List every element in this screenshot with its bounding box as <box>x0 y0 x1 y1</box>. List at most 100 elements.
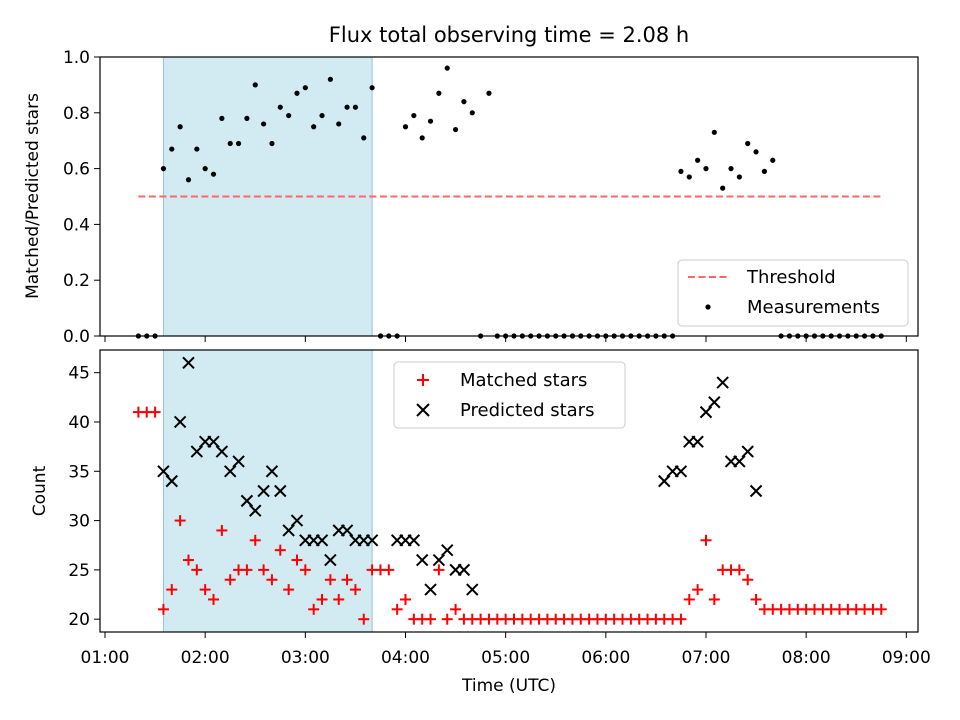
top-legend-box <box>677 259 909 327</box>
measurement-point <box>235 140 242 147</box>
measurement-point <box>486 90 492 96</box>
matched-star-point <box>399 593 411 605</box>
matched-star-point <box>425 613 437 625</box>
matched-star-point <box>433 564 445 576</box>
measurement-point <box>352 104 359 110</box>
matched-star-point <box>149 406 161 418</box>
predicted-star-point <box>240 494 254 508</box>
matched-star-point <box>157 603 169 615</box>
predicted-star-point <box>157 465 170 478</box>
predicted-star-point <box>749 484 763 498</box>
measurements-legend-label: Measurements <box>747 297 880 318</box>
matched-star-point <box>316 593 328 605</box>
matched-star-point <box>675 613 687 625</box>
measurement-point <box>294 90 300 96</box>
threshold-legend-label: Threshold <box>746 267 836 288</box>
predicted-star-point <box>182 356 195 370</box>
measurement-point <box>736 174 742 180</box>
predicted-star-point <box>365 534 379 547</box>
measurement-point <box>311 124 317 130</box>
matched-star-point <box>208 593 220 605</box>
predicted-star-point <box>716 376 729 389</box>
bottom-y-tick-label: 45 <box>68 364 90 384</box>
matched-star-point <box>750 593 762 605</box>
predicted-star-point <box>249 504 262 517</box>
top-y-tick-label: 0.2 <box>63 271 90 291</box>
matched-star-point <box>324 574 336 586</box>
matched-star-point <box>191 564 203 576</box>
matched-star-point <box>199 584 211 596</box>
measurement-point <box>678 168 684 174</box>
x-tick-label: 01:00 <box>81 648 130 668</box>
measurement-point <box>452 126 459 133</box>
measurement-point <box>419 135 425 141</box>
measurement-point <box>219 115 225 121</box>
matched-star-point <box>308 603 320 615</box>
x-tick-label: 02:00 <box>181 648 230 668</box>
predicted-star-point <box>190 445 204 458</box>
predicted-star-point <box>741 445 754 458</box>
matched-star-point <box>291 554 303 566</box>
matched-star-point <box>733 564 745 576</box>
matched-star-point <box>683 593 695 605</box>
measurement-point <box>427 118 434 124</box>
predicted-star-point <box>424 583 437 596</box>
measurement-point <box>244 115 250 121</box>
predicted-star-point <box>658 474 671 488</box>
matched-star-point <box>708 593 720 605</box>
measurement-point <box>402 124 409 130</box>
x-tick-label: 08:00 <box>782 648 831 668</box>
measurement-point <box>728 166 734 172</box>
predicted-star-point <box>457 563 471 577</box>
measurement-point <box>444 65 450 71</box>
bottom-y-tick-label: 40 <box>68 413 90 433</box>
bottom-legend-box <box>393 361 626 429</box>
predicted-star-point <box>265 465 279 478</box>
measurement-point <box>753 149 759 155</box>
measurement-point <box>695 157 701 163</box>
measurement-point <box>711 129 717 135</box>
x-tick-label: 03:00 <box>281 648 330 668</box>
measurements-legend-marker <box>705 304 711 310</box>
matched-star-point <box>283 584 295 596</box>
x-axis-label: Time (UTC) <box>461 676 556 696</box>
top-y-tick-label: 0.0 <box>63 327 90 347</box>
predicted-star-point <box>224 465 237 478</box>
measurement-point <box>277 104 283 110</box>
top-panel: 0.0 0.2 0.4 0.6 0.8 1.0 Matched/Predicted sta… <box>23 48 919 347</box>
bottom-y-tick-label: 35 <box>68 462 90 482</box>
matched-star-point <box>266 574 278 586</box>
matched-star-point <box>299 564 311 576</box>
matched-star-point <box>358 613 370 625</box>
measurement-point <box>169 146 175 152</box>
predicted-stars-legend-label: Predicted stars <box>460 400 594 421</box>
matched-stars-legend-label: Matched stars <box>460 370 587 391</box>
measurement-point <box>336 121 342 127</box>
measurement-point <box>252 82 258 88</box>
bottom-legend: Matched stars Predicted stars <box>393 361 626 429</box>
predicted-star-point <box>340 524 354 537</box>
predicted-star-point <box>674 465 688 478</box>
measurement-point <box>185 177 192 183</box>
bottom-y-tick-label: 25 <box>68 561 90 581</box>
measurement-point <box>319 112 325 119</box>
chart-title: Flux total observing time = 2.08 h <box>329 23 689 47</box>
measurement-point <box>369 85 375 91</box>
x-tick-label: 05:00 <box>481 648 530 668</box>
predicted-star-point <box>315 534 329 547</box>
x-tick-label: 09:00 <box>882 648 931 668</box>
measurement-point <box>210 171 217 177</box>
matched-star-point <box>441 613 453 625</box>
measurement-point <box>686 174 692 180</box>
measurement-point <box>227 140 233 147</box>
matched-star-point <box>349 584 361 596</box>
predicted-star-point <box>733 455 746 468</box>
matched-star-point <box>700 534 712 546</box>
predicted-star-point <box>324 553 337 567</box>
top-y-tick-label: 0.6 <box>63 160 90 180</box>
matched-star-point <box>875 603 887 615</box>
predicted-stars-legend-marker <box>416 403 430 417</box>
matched-star-point <box>692 584 704 596</box>
measurement-point <box>177 124 183 130</box>
measurement-point <box>286 112 292 119</box>
